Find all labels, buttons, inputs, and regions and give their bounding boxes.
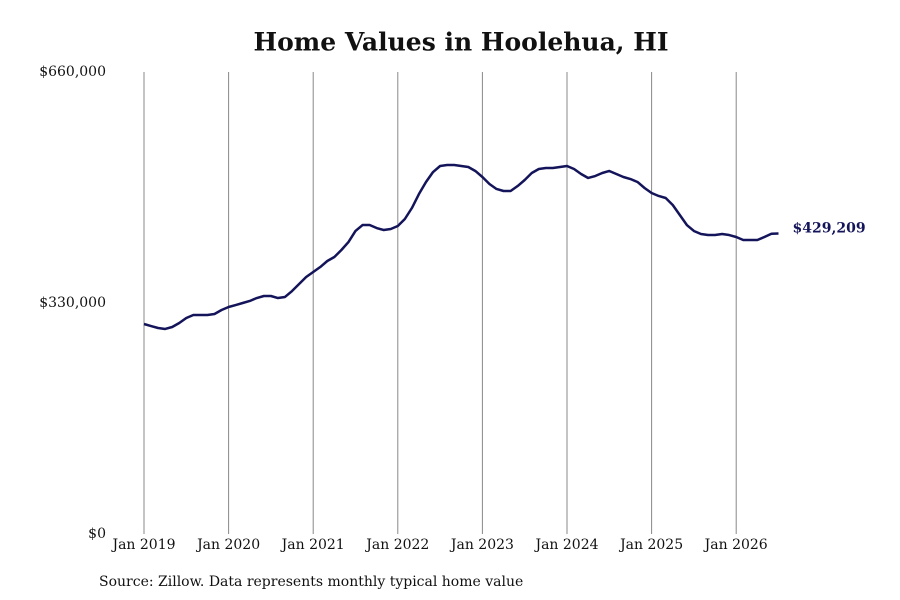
x-tick-label: Jan 2022 [364, 537, 429, 553]
x-tick-label: Jan 2019 [110, 537, 175, 553]
x-tick-label: Jan 2025 [618, 537, 683, 553]
end-value-label: $429,209 [793, 221, 866, 237]
x-tick-label: Jan 2023 [449, 537, 514, 553]
y-tick-label: $330,000 [39, 295, 106, 311]
chart-title: Home Values in Hoolehua, HI [253, 28, 668, 57]
x-tick-label: Jan 2026 [703, 537, 768, 553]
x-tick-label: Jan 2021 [280, 537, 345, 553]
x-tick-label: Jan 2024 [533, 537, 598, 553]
x-tick-label: Jan 2020 [195, 537, 260, 553]
source-note: Source: Zillow. Data represents monthly … [99, 574, 523, 590]
y-tick-label: $0 [88, 526, 106, 542]
y-tick-label: $660,000 [39, 64, 106, 80]
line [143, 163, 779, 331]
